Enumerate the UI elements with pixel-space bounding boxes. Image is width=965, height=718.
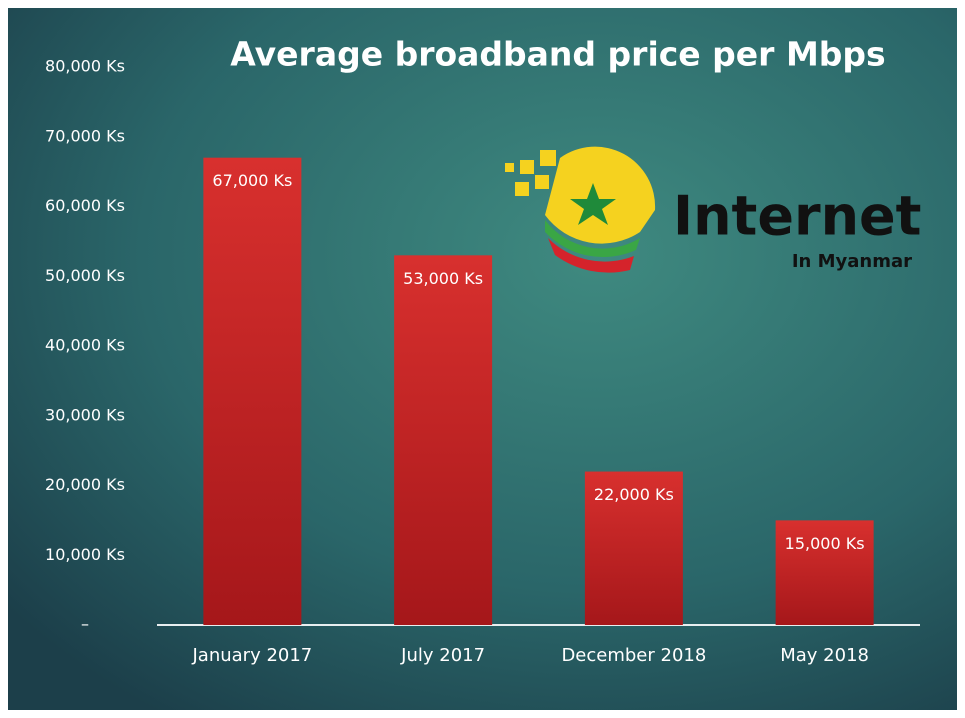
y-tick-label: 10,000 Ks: [45, 545, 125, 564]
logo-stripe: [545, 220, 640, 258]
logo-stripe: [548, 238, 634, 273]
y-tick-label: 30,000 Ks: [45, 405, 125, 424]
bar: [394, 255, 493, 625]
value-label: 22,000 Ks: [594, 485, 674, 504]
logo-square: [540, 150, 556, 166]
y-tick-label: 80,000 Ks: [45, 57, 125, 76]
logo-shape: [545, 146, 656, 244]
logo-text: Internet: [673, 185, 921, 248]
logo-square: [515, 182, 529, 196]
x-tick-label: January 2017: [191, 645, 312, 666]
x-tick-label: December 2018: [561, 645, 706, 666]
value-label: 53,000 Ks: [403, 269, 483, 288]
logo-square: [505, 163, 514, 172]
logo-square: [520, 160, 534, 174]
chart-title: Average broadband price per Mbps: [230, 35, 885, 74]
y-tick-label: 20,000 Ks: [45, 475, 125, 494]
logo: Internet In Myanmar: [505, 146, 921, 273]
logo-subtitle: In Myanmar: [792, 251, 912, 272]
logo-star: [570, 183, 616, 225]
y-tick-label: –: [81, 615, 89, 634]
logo-square: [535, 175, 549, 189]
value-label: 15,000 Ks: [785, 534, 865, 553]
y-tick-label: 50,000 Ks: [45, 266, 125, 285]
y-tick-label: 40,000 Ks: [45, 336, 125, 355]
bar: [775, 520, 874, 625]
bar: [584, 471, 683, 625]
y-tick-label: 70,000 Ks: [45, 126, 125, 145]
value-label: 67,000 Ks: [212, 171, 292, 190]
x-tick-label: May 2018: [780, 645, 869, 666]
y-tick-label: 60,000 Ks: [45, 196, 125, 215]
x-tick-label: July 2017: [400, 645, 485, 666]
bar: [203, 157, 302, 626]
